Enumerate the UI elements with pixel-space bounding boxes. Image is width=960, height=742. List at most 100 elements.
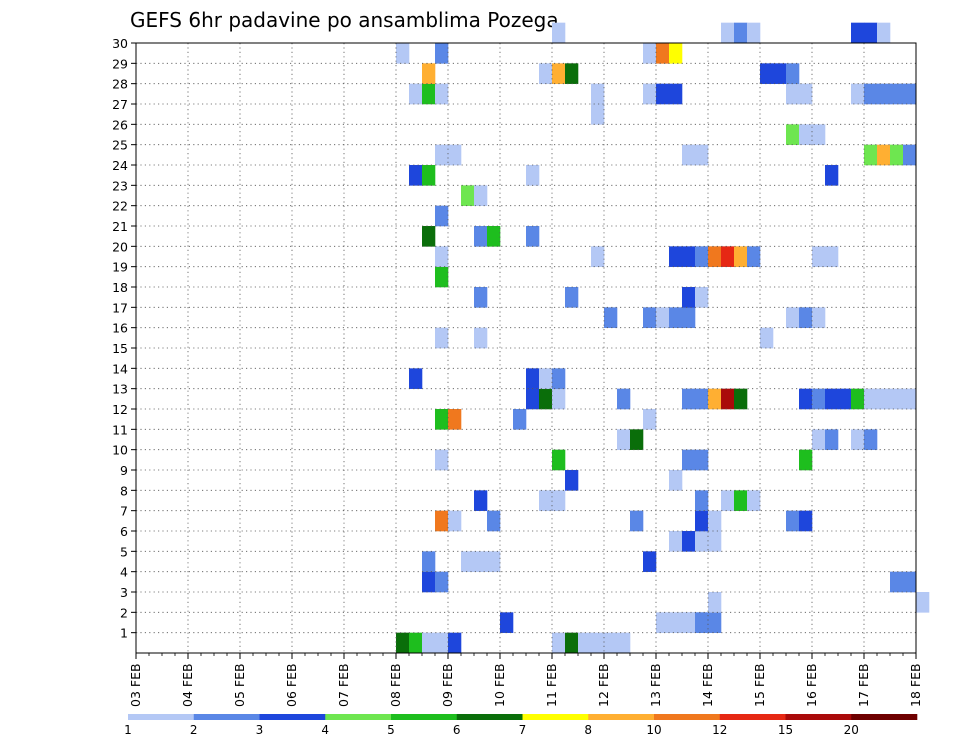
precip-cell: [643, 307, 657, 328]
precip-cell: [682, 144, 696, 166]
precip-cell: [864, 83, 878, 105]
x-tick-label: 07 FEB: [336, 663, 351, 707]
precip-cell: [526, 368, 540, 389]
precip-cell: [630, 429, 644, 450]
precip-cell: [786, 510, 800, 532]
precip-cell: [682, 307, 696, 328]
precip-cell: [708, 612, 722, 633]
precip-cell: [435, 571, 449, 593]
y-tick-label: 23: [112, 178, 128, 193]
precipitation-cells: [396, 22, 930, 654]
precip-cell: [539, 490, 553, 511]
legend-label: 1: [124, 723, 132, 737]
precip-cell: [799, 510, 813, 532]
precip-cell: [422, 165, 436, 186]
precip-cell: [890, 571, 904, 593]
precip-cell: [422, 63, 436, 84]
precip-cell: [656, 307, 670, 328]
precip-cell: [552, 632, 566, 654]
precip-cell: [565, 470, 579, 491]
precip-cell: [747, 246, 761, 267]
precip-cell: [799, 83, 813, 105]
legend-label: 5: [387, 723, 395, 737]
y-tick-label: 14: [112, 361, 128, 376]
y-tick-label: 15: [112, 341, 128, 356]
precip-cell: [526, 388, 540, 410]
precip-cell: [591, 246, 605, 267]
legend-swatch: [128, 714, 195, 720]
precip-cell: [617, 429, 631, 450]
precip-cell: [669, 43, 683, 64]
x-tick-label: 12 FEB: [596, 663, 611, 707]
precip-cell: [695, 246, 709, 267]
precip-cell: [864, 388, 878, 410]
y-tick-label: 17: [112, 300, 128, 315]
precip-cell: [552, 63, 566, 84]
x-tick-label: 17 FEB: [856, 663, 871, 707]
precip-cell: [604, 307, 618, 328]
precip-cell: [474, 185, 488, 206]
precip-cell: [708, 510, 722, 532]
precip-cell: [851, 83, 865, 105]
precip-cell: [695, 531, 709, 552]
precip-cell: [786, 307, 800, 328]
y-tick-label: 11: [112, 422, 128, 437]
precip-cell: [877, 83, 891, 105]
precip-cell: [799, 307, 813, 328]
y-tick-label: 21: [112, 219, 128, 234]
precip-cell: [669, 612, 683, 633]
y-tick-label: 25: [112, 138, 128, 153]
precip-cell: [513, 409, 527, 430]
precip-cell: [734, 388, 748, 410]
legend-label: 7: [519, 723, 527, 737]
precip-cell: [643, 551, 657, 572]
y-tick-label: 22: [112, 199, 128, 214]
precip-cell: [552, 490, 566, 511]
x-tick-label: 03 FEB: [128, 663, 143, 707]
precip-cell: [786, 124, 800, 145]
precip-cell: [656, 43, 670, 64]
precip-cell: [409, 165, 423, 186]
x-tick-label: 14 FEB: [700, 663, 715, 707]
legend-label: 3: [256, 723, 264, 737]
y-tick-label: 8: [120, 483, 128, 498]
y-tick-label: 24: [112, 158, 128, 173]
x-tick-label: 16 FEB: [804, 663, 819, 707]
precip-cell: [669, 470, 683, 491]
precip-cell: [578, 632, 592, 654]
precip-cell: [695, 612, 709, 633]
precip-cell: [903, 388, 917, 410]
x-tick-label: 06 FEB: [284, 663, 299, 707]
precip-cell: [877, 388, 891, 410]
precip-cell: [656, 83, 670, 105]
precip-cell: [734, 22, 748, 44]
precip-cell: [656, 612, 670, 633]
precip-cell: [461, 185, 475, 206]
precip-cell: [448, 632, 462, 654]
precip-cell: [825, 246, 839, 267]
precip-cell: [799, 449, 813, 471]
precip-cell: [435, 205, 449, 227]
precip-cell: [903, 144, 917, 166]
precip-cell: [435, 632, 449, 654]
precip-cell: [812, 429, 826, 450]
y-tick-label: 26: [112, 117, 128, 132]
precip-cell: [669, 246, 683, 267]
y-axis: 1234567891011121314151617181920212223242…: [112, 36, 136, 641]
precip-cell: [851, 388, 865, 410]
precip-cell: [760, 327, 774, 349]
y-tick-label: 28: [112, 77, 128, 92]
precip-cell: [877, 22, 891, 44]
precip-cell: [448, 144, 462, 166]
legend-label: 4: [321, 723, 329, 737]
precip-cell: [643, 83, 657, 105]
precip-cell: [812, 388, 826, 410]
legend-label: 15: [778, 723, 793, 737]
precip-cell: [786, 83, 800, 105]
y-tick-label: 3: [120, 585, 128, 600]
precip-cell: [435, 510, 449, 532]
precip-cell: [747, 490, 761, 511]
precip-cell: [474, 551, 488, 572]
precip-cell: [786, 63, 800, 84]
x-axis: 03 FEB 04 FEB 05 FEB 06 FEB 07 FEB 08 FEB 09 F…: [128, 653, 923, 707]
